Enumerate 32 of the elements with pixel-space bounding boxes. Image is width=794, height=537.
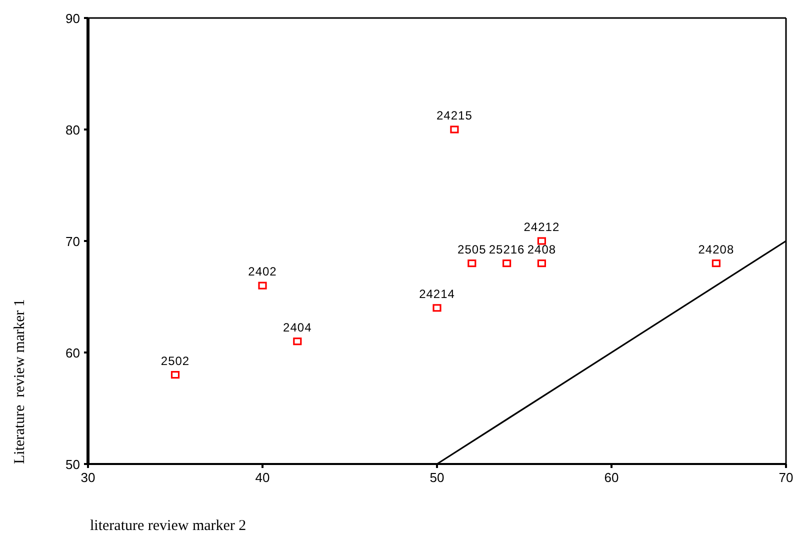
annotation: 2402 xyxy=(248,264,277,279)
x-tick-label: 60 xyxy=(604,470,619,485)
y-tick-label: 70 xyxy=(66,234,80,249)
point xyxy=(170,371,180,379)
point xyxy=(537,237,546,245)
x-tick-label: 30 xyxy=(80,470,96,485)
point xyxy=(468,260,476,268)
annotation: 2408 xyxy=(527,242,556,256)
x-tick-label: 70 xyxy=(778,470,794,485)
annotation: 24212 xyxy=(524,220,560,234)
annotation: 24215 xyxy=(436,108,472,122)
x-tick-label: 40 xyxy=(255,470,270,485)
y-tick-label: 60 xyxy=(66,346,80,360)
point xyxy=(432,304,442,312)
annotation: 25216 xyxy=(488,242,525,256)
point xyxy=(293,338,302,346)
y-axis-title: Literature review marker 1 xyxy=(12,299,28,464)
point xyxy=(502,260,512,268)
point xyxy=(450,126,459,134)
annotation: 24214 xyxy=(419,286,455,301)
annotation: 2502 xyxy=(160,354,190,368)
annotation: 2505 xyxy=(458,242,486,256)
annotation: 24208 xyxy=(698,242,734,256)
y-tick-label: 90 xyxy=(66,11,80,26)
point xyxy=(537,260,546,268)
annotation: 2404 xyxy=(283,320,312,334)
y-tick-label: 50 xyxy=(66,457,80,472)
x-tick-label: 50 xyxy=(430,470,444,485)
point xyxy=(712,260,720,268)
x-axis-title: literature review marker 2 xyxy=(90,518,246,534)
y-tick-label: 80 xyxy=(66,122,80,138)
point xyxy=(258,282,267,290)
